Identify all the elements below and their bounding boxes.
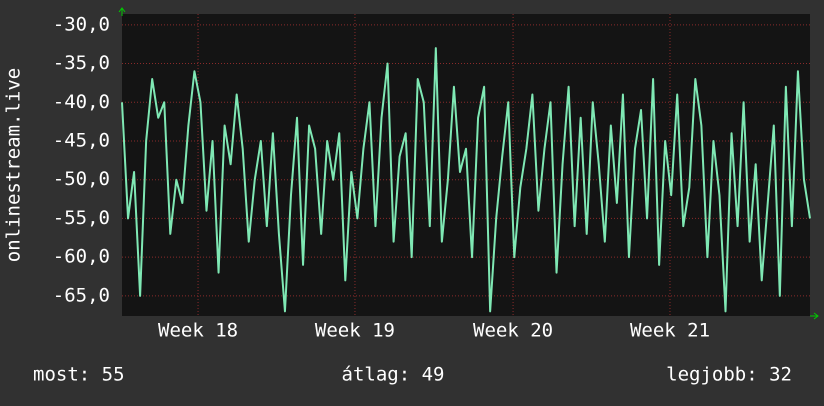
y-tick-label: -40,0 — [53, 91, 110, 113]
y-tick-label: -35,0 — [53, 52, 110, 74]
stat-current: most: 55 — [33, 364, 125, 386]
stat-average: átlag: 49 — [342, 364, 445, 386]
x-tick-label: Week 19 — [315, 320, 395, 342]
y-axis-label: onlinestream.live — [3, 68, 25, 262]
stat-best: legjobb: 32 — [666, 364, 792, 386]
data-line — [121, 47, 811, 313]
y-tick-label: -55,0 — [53, 207, 110, 229]
x-axis-arrow — [810, 312, 819, 320]
x-tick-label: Week 18 — [158, 320, 238, 342]
x-tick-label: Week 21 — [630, 320, 710, 342]
y-tick-label: -60,0 — [53, 246, 110, 268]
y-tick-label: -45,0 — [53, 129, 110, 151]
x-tick-label: Week 20 — [473, 320, 553, 342]
y-axis-arrow — [118, 7, 126, 16]
y-tick-label: -50,0 — [53, 168, 110, 190]
y-tick-label: -65,0 — [53, 284, 110, 306]
y-tick-label: -30,0 — [53, 13, 110, 35]
